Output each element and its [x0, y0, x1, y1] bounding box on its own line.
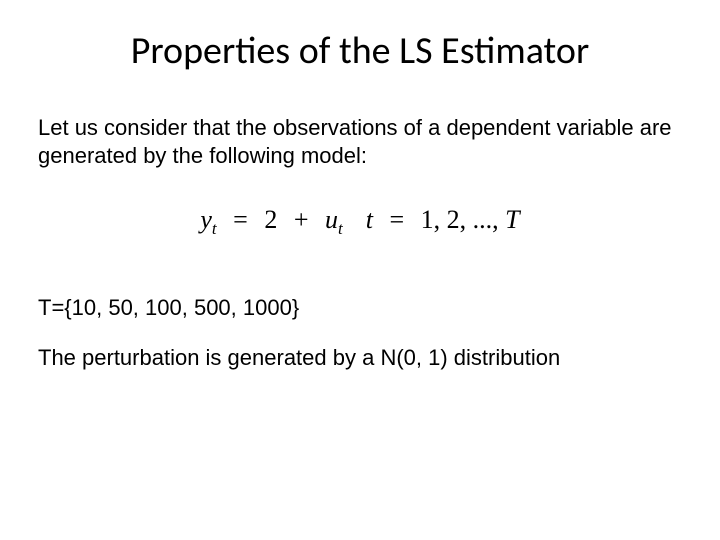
eq-y-sub: t [212, 219, 217, 238]
distribution-text: The perturbation is generated by a N(0, … [38, 345, 682, 371]
model-equation: yt = 2 + ut t = 1, 2, ..., T [200, 205, 519, 239]
slide-container: Properties of the LS Estimator Let us co… [0, 0, 720, 540]
eq-plus: + [294, 205, 309, 234]
eq-u-sub: t [338, 219, 343, 238]
slide-title: Properties of the LS Estimator [38, 28, 682, 74]
eq-equals2: = [389, 205, 404, 234]
eq-T: T [505, 205, 519, 234]
eq-const: 2 [264, 205, 277, 234]
eq-y: y [200, 205, 212, 234]
equation-block: yt = 2 + ut t = 1, 2, ..., T [38, 205, 682, 239]
eq-u: u [325, 205, 338, 234]
t-set-text: T={10, 50, 100, 500, 1000} [38, 295, 682, 321]
eq-equals1: = [233, 205, 248, 234]
eq-t: t [366, 205, 373, 234]
eq-range: 1, 2, ..., [421, 205, 506, 234]
intro-text: Let us consider that the observations of… [38, 114, 682, 169]
